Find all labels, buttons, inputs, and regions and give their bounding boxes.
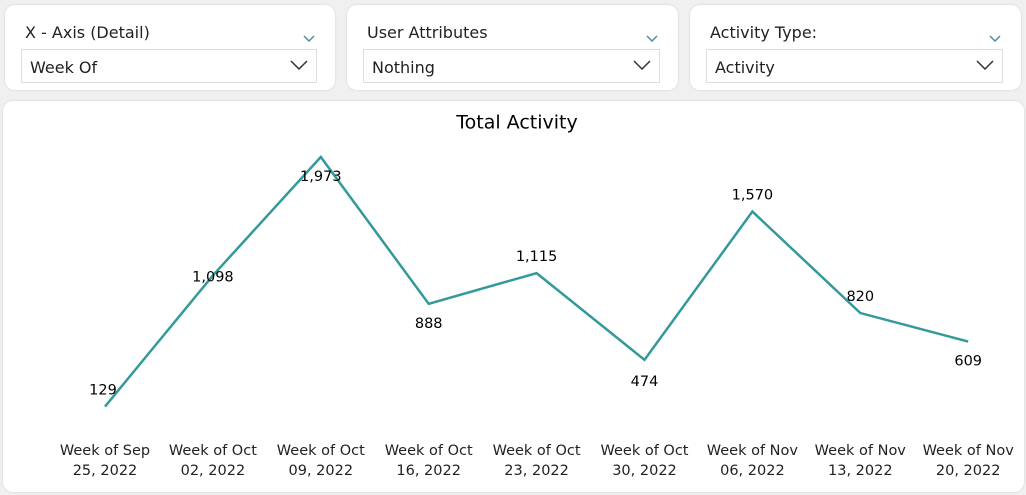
- x-tick-label: Week of Oct 16, 2022: [384, 443, 473, 479]
- dropdown[interactable]: Nothing: [363, 49, 660, 83]
- line: [104, 155, 969, 408]
- x-tick-label: Week of Oct 09, 2022: [276, 443, 365, 479]
- chevron: [646, 35, 658, 43]
- data-label: 609: [954, 354, 982, 370]
- slicer: User Attributes Nothing: [347, 5, 678, 90]
- x-tick-label: Week of Nov 06, 2022: [706, 443, 798, 479]
- collapse-toggle[interactable]: [303, 27, 315, 46]
- chevron: [290, 60, 308, 70]
- slicer-title: X - Axis (Detail): [25, 23, 150, 42]
- x-tick-label: Week of Nov 20, 2022: [922, 443, 1014, 479]
- dropdown[interactable]: Week Of: [21, 49, 317, 83]
- chevron: [989, 35, 1001, 43]
- x-tick-label: Week of Oct 23, 2022: [492, 443, 581, 479]
- x-tick-label: Week of Nov 13, 2022: [814, 443, 906, 479]
- slicer: X - Axis (Detail) Week Of: [5, 5, 335, 90]
- data-label: 1,973: [300, 169, 342, 185]
- data-label: 820: [846, 289, 874, 305]
- chevron: [976, 60, 994, 70]
- slicer-title: Activity Type:: [710, 23, 818, 42]
- chevron: [633, 60, 651, 70]
- x-tick-label: Week of Sep 25, 2022: [59, 443, 151, 479]
- x-tick-label: Week of Oct 30, 2022: [600, 443, 689, 479]
- data-label: 129: [89, 383, 117, 399]
- data-label: 1,115: [516, 249, 558, 265]
- data-label: 474: [631, 374, 659, 390]
- data-label: 1,098: [192, 269, 234, 285]
- collapse-toggle[interactable]: [989, 27, 1001, 46]
- collapse-toggle[interactable]: [646, 27, 658, 46]
- chevron: [303, 35, 315, 43]
- dropdown-value: Week Of: [30, 58, 98, 77]
- dropdown[interactable]: Activity: [706, 49, 1003, 83]
- chart: Total Activity 129 1,098 1,973 888 1,115 474 1…: [89, 112, 982, 408]
- slicer-title: User Attributes: [367, 23, 488, 42]
- data-label: 1,570: [732, 188, 774, 204]
- dropdown-value: Activity: [715, 58, 775, 77]
- x-tick-label: Week of Oct 02, 2022: [168, 443, 257, 479]
- slicer: Activity Type: Activity: [690, 5, 1021, 90]
- dropdown-value: Nothing: [372, 58, 435, 77]
- chart-title: Total Activity: [455, 112, 577, 134]
- data-label: 888: [415, 316, 443, 332]
- chart-card: Total Activity 129 1,098 1,973 888 1,115 474 1…: [3, 101, 1024, 492]
